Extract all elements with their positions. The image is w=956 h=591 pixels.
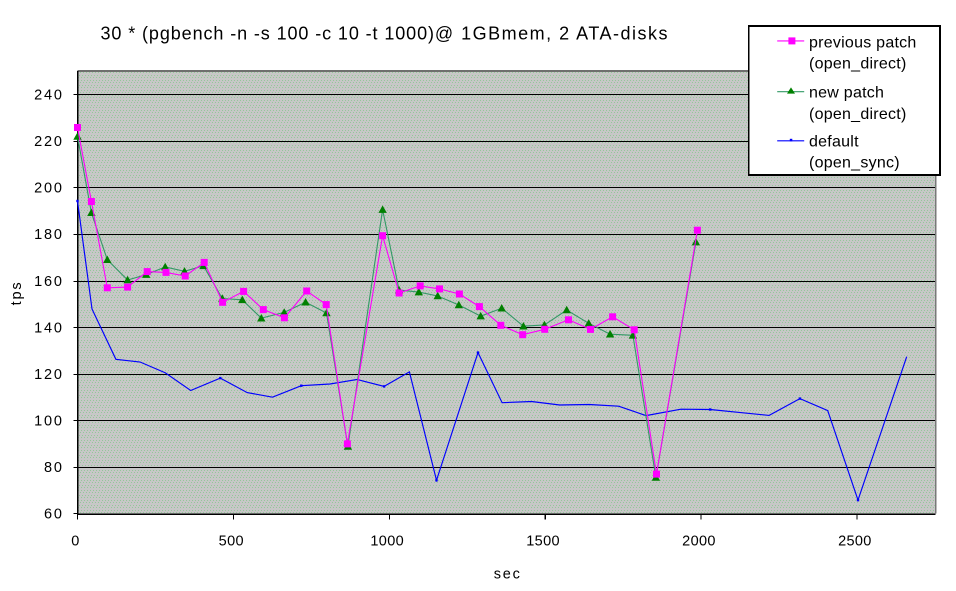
svg-text:200: 200 [34, 181, 64, 197]
svg-text:220: 220 [34, 134, 64, 150]
svg-text:2000: 2000 [682, 534, 716, 550]
svg-text:(open_direct): (open_direct) [809, 106, 907, 123]
svg-text:160: 160 [34, 274, 64, 290]
svg-text:sec: sec [494, 567, 522, 583]
svg-text:120: 120 [34, 367, 64, 383]
svg-text:tps: tps [9, 281, 25, 306]
svg-text:1000: 1000 [370, 534, 404, 550]
svg-text:500: 500 [219, 534, 244, 550]
svg-text:(open_sync): (open_sync) [809, 155, 900, 172]
svg-text:240: 240 [34, 88, 64, 104]
svg-text:100: 100 [34, 414, 64, 430]
svg-text:60: 60 [44, 507, 64, 523]
svg-text:default: default [809, 134, 859, 151]
svg-text:0: 0 [71, 534, 79, 550]
svg-text:80: 80 [44, 460, 64, 476]
svg-text:previous patch: previous patch [809, 35, 917, 52]
svg-text:2500: 2500 [838, 534, 872, 550]
svg-text:180: 180 [34, 227, 64, 243]
svg-text:new patch: new patch [809, 84, 884, 101]
svg-text:30 * (pgbench -n -s 100 -c 10: 30 * (pgbench -n -s 100 -c 10 -t 1000)@ … [101, 23, 670, 43]
svg-text:1500: 1500 [526, 534, 560, 550]
svg-text:(open_direct): (open_direct) [809, 56, 907, 73]
svg-text:140: 140 [34, 320, 64, 336]
